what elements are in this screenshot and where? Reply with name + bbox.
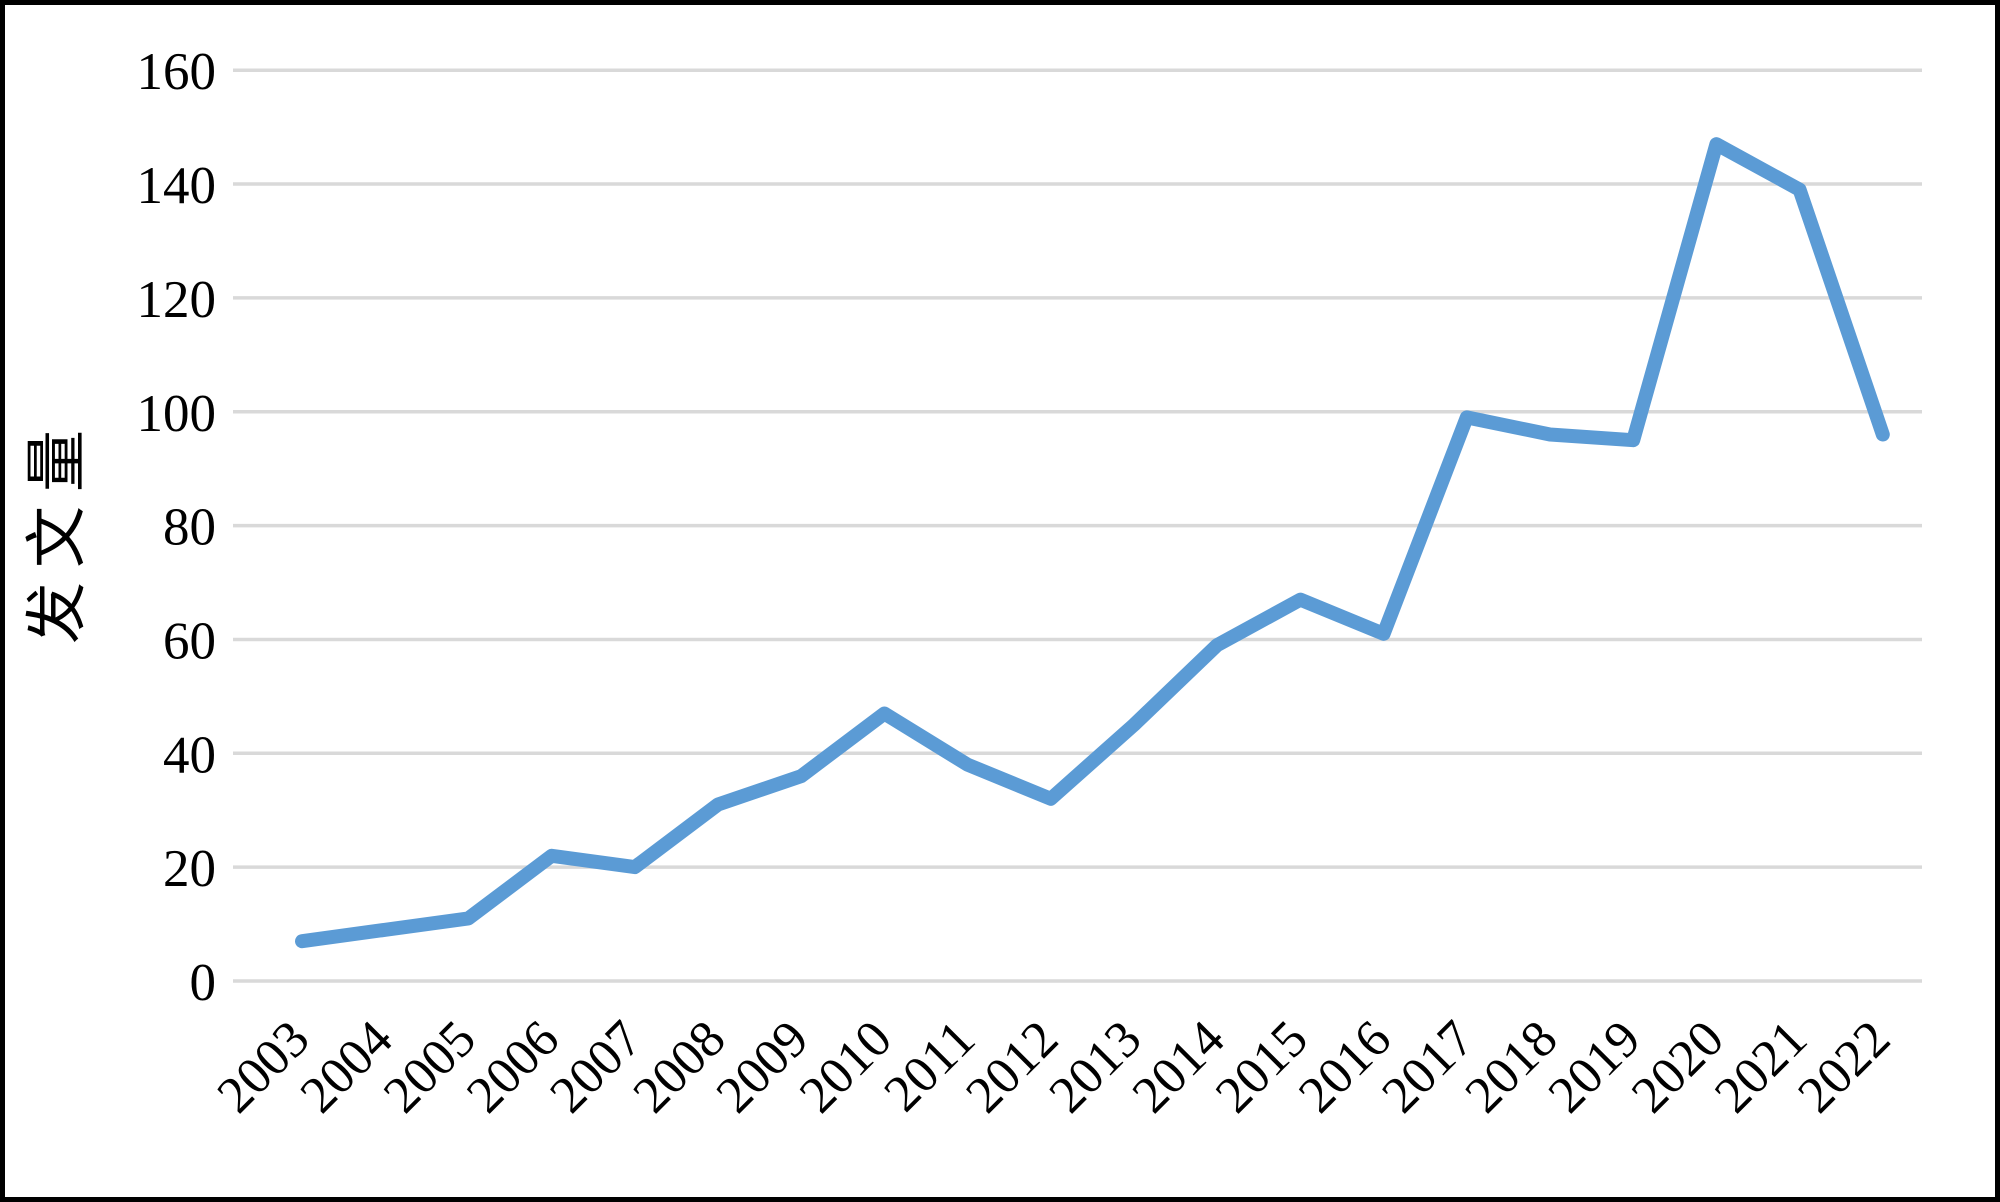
y-tick-label: 80 (163, 499, 216, 557)
x-tick-label: 2007 (539, 1010, 653, 1124)
x-tick-label: 2006 (456, 1010, 570, 1124)
x-tick-label: 2020 (1621, 1010, 1735, 1124)
y-tick-label: 120 (137, 271, 217, 329)
y-tick-label: 40 (163, 726, 216, 784)
y-tick-label: 0 (190, 954, 217, 1012)
y-tick-label: 100 (137, 385, 217, 443)
x-tick-label: 2011 (874, 1010, 986, 1122)
x-tick-label: 2005 (373, 1010, 487, 1124)
y-tick-label: 20 (163, 840, 216, 898)
x-tick-label: 2018 (1455, 1010, 1569, 1124)
x-tick-labels: 2003200420052006200720082009201020112012… (207, 1010, 1902, 1124)
x-tick-label: 2019 (1538, 1010, 1652, 1124)
gridlines (233, 68, 1922, 983)
x-tick-label: 2008 (623, 1010, 737, 1124)
x-tick-label: 2010 (789, 1010, 903, 1124)
x-tick-label: 2015 (1205, 1010, 1319, 1124)
x-tick-label: 2004 (290, 1010, 404, 1124)
x-tick-label: 2012 (955, 1010, 1069, 1124)
x-tick-label: 2014 (1122, 1010, 1236, 1124)
y-tick-label: 140 (137, 157, 217, 215)
x-tick-label: 2017 (1371, 1010, 1485, 1124)
x-tick-label: 2013 (1039, 1010, 1153, 1124)
x-tick-label: 2022 (1787, 1010, 1901, 1124)
x-tick-label: 2021 (1704, 1010, 1818, 1124)
y-tick-label: 60 (163, 612, 216, 670)
publications-line-series (295, 137, 1890, 949)
y-tick-label: 160 (137, 43, 217, 101)
x-tick-label: 2016 (1288, 1010, 1402, 1124)
y-axis-title: 发文量 (24, 416, 92, 644)
y-tick-labels: 0 20 40 60 80 100 120 140 160 (137, 43, 217, 1012)
x-tick-label: 2009 (706, 1010, 820, 1124)
x-tick-label: 2003 (207, 1010, 321, 1124)
